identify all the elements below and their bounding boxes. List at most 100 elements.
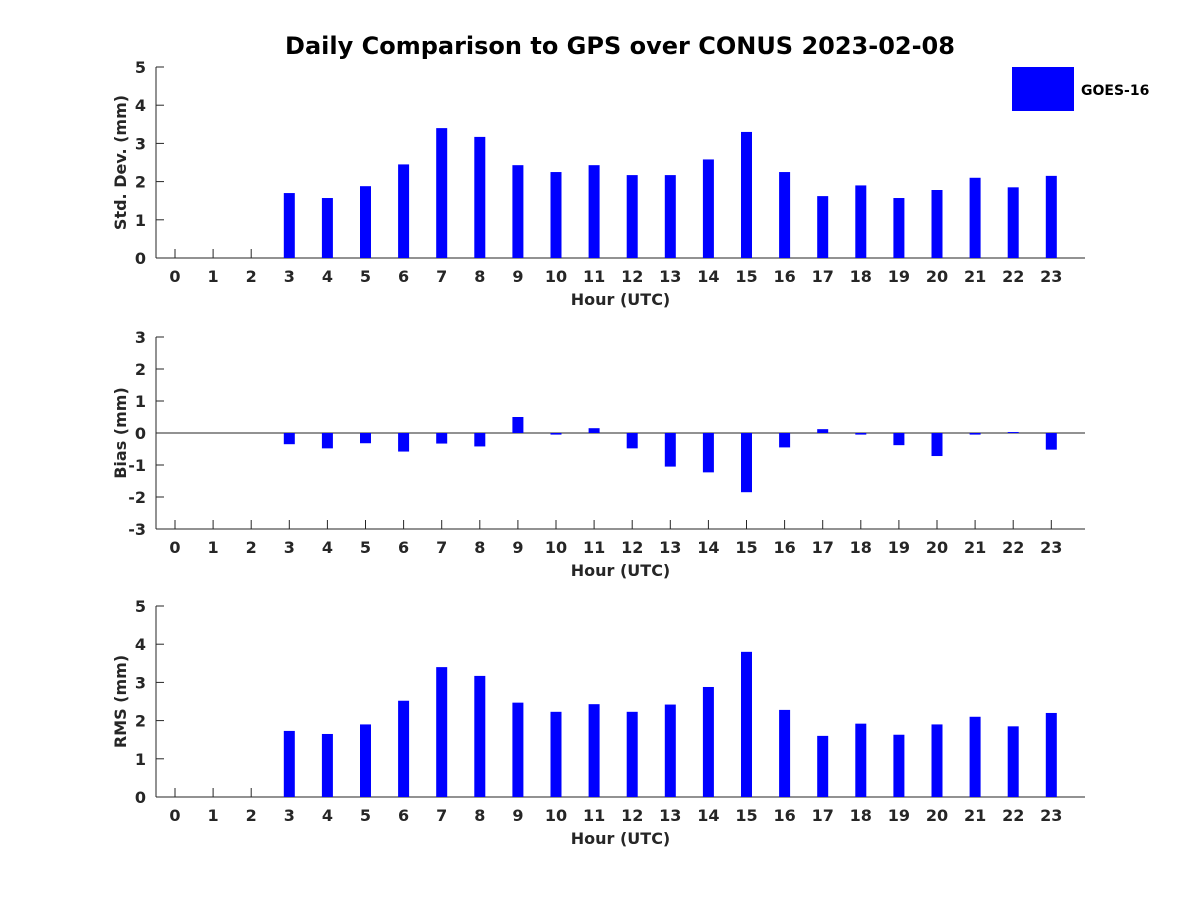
y-tick-label: 4 <box>135 96 146 115</box>
bar-bias-hour-13 <box>664 433 676 467</box>
bar-std-dev-hour-6 <box>398 164 410 258</box>
bar-rms-hour-17 <box>817 735 829 797</box>
bar-std-dev-hour-14 <box>702 159 714 258</box>
y-axis-label: Std. Dev. (mm) <box>111 95 130 230</box>
y-tick-label: 3 <box>135 328 146 347</box>
x-tick-label: 0 <box>169 267 180 286</box>
bar-rms-hour-12 <box>626 711 638 797</box>
x-tick-label: 17 <box>812 538 834 557</box>
x-tick-label: 21 <box>964 267 986 286</box>
y-tick-label: 3 <box>135 673 146 692</box>
x-tick-label: 9 <box>512 267 523 286</box>
x-tick-label: 13 <box>659 267 681 286</box>
bar-std-dev-hour-8 <box>474 136 486 258</box>
y-tick-label: 1 <box>135 211 146 230</box>
x-tick-label: 16 <box>773 538 795 557</box>
bar-std-dev-hour-23 <box>1045 175 1057 258</box>
x-tick-label: 5 <box>360 267 371 286</box>
x-tick-label: 3 <box>284 267 295 286</box>
x-tick-label: 7 <box>436 538 447 557</box>
bar-bias-hour-10 <box>550 433 562 435</box>
x-tick-label: 2 <box>246 806 257 825</box>
x-tick-label: 4 <box>322 267 333 286</box>
bar-std-dev-hour-21 <box>969 177 981 258</box>
x-axis-label: Hour (UTC) <box>571 561 671 580</box>
x-tick-label: 15 <box>735 806 757 825</box>
x-tick-label: 22 <box>1002 806 1024 825</box>
x-tick-label: 11 <box>583 267 605 286</box>
x-tick-label: 6 <box>398 806 409 825</box>
x-tick-label: 10 <box>545 538 567 557</box>
bar-bias-hour-12 <box>626 433 638 449</box>
x-tick-label: 15 <box>735 267 757 286</box>
bar-rms-hour-6 <box>398 700 410 797</box>
x-tick-label: 4 <box>322 806 333 825</box>
x-tick-label: 13 <box>659 538 681 557</box>
bar-rms-hour-7 <box>436 667 448 797</box>
x-tick-label: 16 <box>773 267 795 286</box>
x-tick-label: 18 <box>850 806 872 825</box>
bar-rms-hour-18 <box>855 723 867 797</box>
bar-rms-hour-16 <box>779 709 791 797</box>
y-tick-label: 5 <box>135 597 146 616</box>
bar-rms-hour-4 <box>321 733 333 797</box>
bar-rms-hour-3 <box>283 730 295 797</box>
x-tick-label: 22 <box>1002 267 1024 286</box>
x-tick-label: 1 <box>208 806 219 825</box>
y-tick-label: 0 <box>135 788 146 807</box>
bar-std-dev-hour-3 <box>283 193 295 258</box>
bar-std-dev-hour-4 <box>321 198 333 258</box>
y-tick-label: 2 <box>135 360 146 379</box>
bar-rms-hour-22 <box>1007 726 1019 797</box>
x-tick-label: 19 <box>888 538 910 557</box>
bar-bias-hour-21 <box>969 433 981 435</box>
x-tick-label: 23 <box>1040 267 1062 286</box>
x-tick-label: 4 <box>322 538 333 557</box>
y-tick-label: 2 <box>135 173 146 192</box>
x-tick-label: 5 <box>360 538 371 557</box>
y-tick-label: 0 <box>135 424 146 443</box>
bar-std-dev-hour-22 <box>1007 187 1019 258</box>
x-tick-label: 21 <box>964 538 986 557</box>
bar-std-dev-hour-20 <box>931 190 943 258</box>
x-tick-label: 3 <box>284 538 295 557</box>
x-tick-label: 0 <box>169 538 180 557</box>
y-tick-label: 0 <box>135 249 146 268</box>
x-tick-label: 23 <box>1040 538 1062 557</box>
bar-std-dev-hour-5 <box>360 186 371 258</box>
bar-bias-hour-3 <box>283 433 295 445</box>
x-tick-label: 11 <box>583 538 605 557</box>
x-tick-label: 18 <box>850 538 872 557</box>
y-tick-label: 1 <box>135 392 146 411</box>
bar-rms-hour-19 <box>893 734 905 797</box>
x-tick-label: 1 <box>208 267 219 286</box>
bar-std-dev-hour-12 <box>626 175 638 258</box>
bar-bias-hour-19 <box>893 433 905 446</box>
bar-rms-hour-23 <box>1045 712 1057 797</box>
x-tick-label: 12 <box>621 806 643 825</box>
x-tick-label: 7 <box>436 806 447 825</box>
bar-bias-hour-6 <box>398 433 410 452</box>
x-tick-label: 9 <box>512 538 523 557</box>
x-tick-label: 12 <box>621 267 643 286</box>
bar-std-dev-hour-18 <box>855 185 867 258</box>
bar-std-dev-hour-16 <box>779 172 791 258</box>
bar-std-dev-hour-9 <box>512 165 524 258</box>
x-tick-label: 23 <box>1040 806 1062 825</box>
x-tick-label: 14 <box>697 267 719 286</box>
y-axis-label: Bias (mm) <box>111 387 130 479</box>
x-tick-label: 8 <box>474 538 485 557</box>
x-tick-label: 7 <box>436 267 447 286</box>
x-tick-label: 0 <box>169 806 180 825</box>
x-tick-label: 17 <box>812 806 834 825</box>
bar-std-dev-hour-10 <box>550 172 562 258</box>
x-tick-label: 20 <box>926 806 948 825</box>
bar-bias-hour-9 <box>512 417 524 433</box>
y-tick-label: 1 <box>135 750 146 769</box>
y-tick-label: -1 <box>128 456 146 475</box>
x-tick-label: 2 <box>246 538 257 557</box>
x-axis-label: Hour (UTC) <box>571 290 671 309</box>
bar-bias-hour-18 <box>855 433 867 435</box>
x-tick-label: 22 <box>1002 538 1024 557</box>
